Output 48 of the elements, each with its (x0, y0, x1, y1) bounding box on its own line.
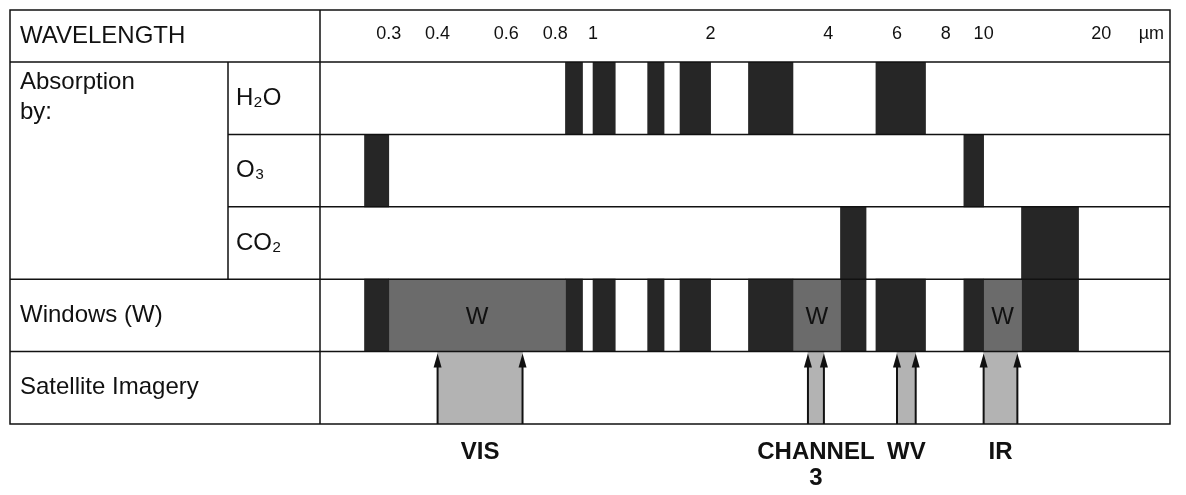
y-tick-label: CO₂ (236, 227, 282, 255)
annotation: IR (988, 436, 1013, 464)
x-tick-label: 1 (588, 23, 599, 44)
annotation: VIS (460, 436, 500, 464)
x-tick-label: 0.6 (493, 23, 519, 44)
x-tick-label: 0.8 (542, 23, 568, 44)
data-label: W (805, 302, 829, 330)
y-tick-label: H₂O (236, 82, 282, 110)
bar (592, 278, 616, 352)
bar (963, 134, 984, 208)
x-tick-label: 2 (705, 23, 716, 44)
bar (963, 278, 984, 352)
bar (592, 62, 616, 135)
bar (437, 351, 523, 424)
x-tick-label: 20 (1091, 23, 1112, 44)
bar (875, 278, 926, 352)
x-tick-label: 4 (823, 23, 834, 44)
bar (748, 62, 794, 135)
y-tick-label: Windows (W) (20, 300, 163, 328)
bar (792, 278, 841, 352)
bar (840, 278, 867, 352)
x-tick-label: 10 (973, 23, 994, 44)
data-label: W (991, 302, 1015, 330)
text: WAVELENGTH (20, 20, 186, 48)
x-tick-label: 0.4 (425, 23, 451, 44)
bar (679, 62, 711, 135)
annotation: CHANNEL 3 (757, 436, 875, 490)
bar (875, 62, 926, 135)
bar (565, 278, 583, 352)
annotation: WV (887, 436, 926, 464)
bar (364, 278, 390, 352)
bar (748, 278, 794, 352)
x-tick-label: 6 (891, 23, 902, 44)
y-axis-title: Absorption by: (20, 66, 135, 124)
bar (679, 278, 711, 352)
data-label: W (465, 302, 489, 330)
bar (647, 62, 665, 135)
bar (1021, 206, 1079, 280)
bar (840, 206, 867, 280)
y-tick-label: Satellite Imagery (20, 372, 199, 400)
x-axis-title: µm (1138, 22, 1164, 43)
bar (364, 134, 390, 208)
x-tick-label: 0.3 (376, 23, 402, 44)
bar (565, 62, 583, 135)
bar (647, 278, 665, 352)
bar (1021, 278, 1079, 352)
x-tick-label: 8 (940, 23, 951, 44)
y-tick-label: O₃ (236, 155, 265, 183)
